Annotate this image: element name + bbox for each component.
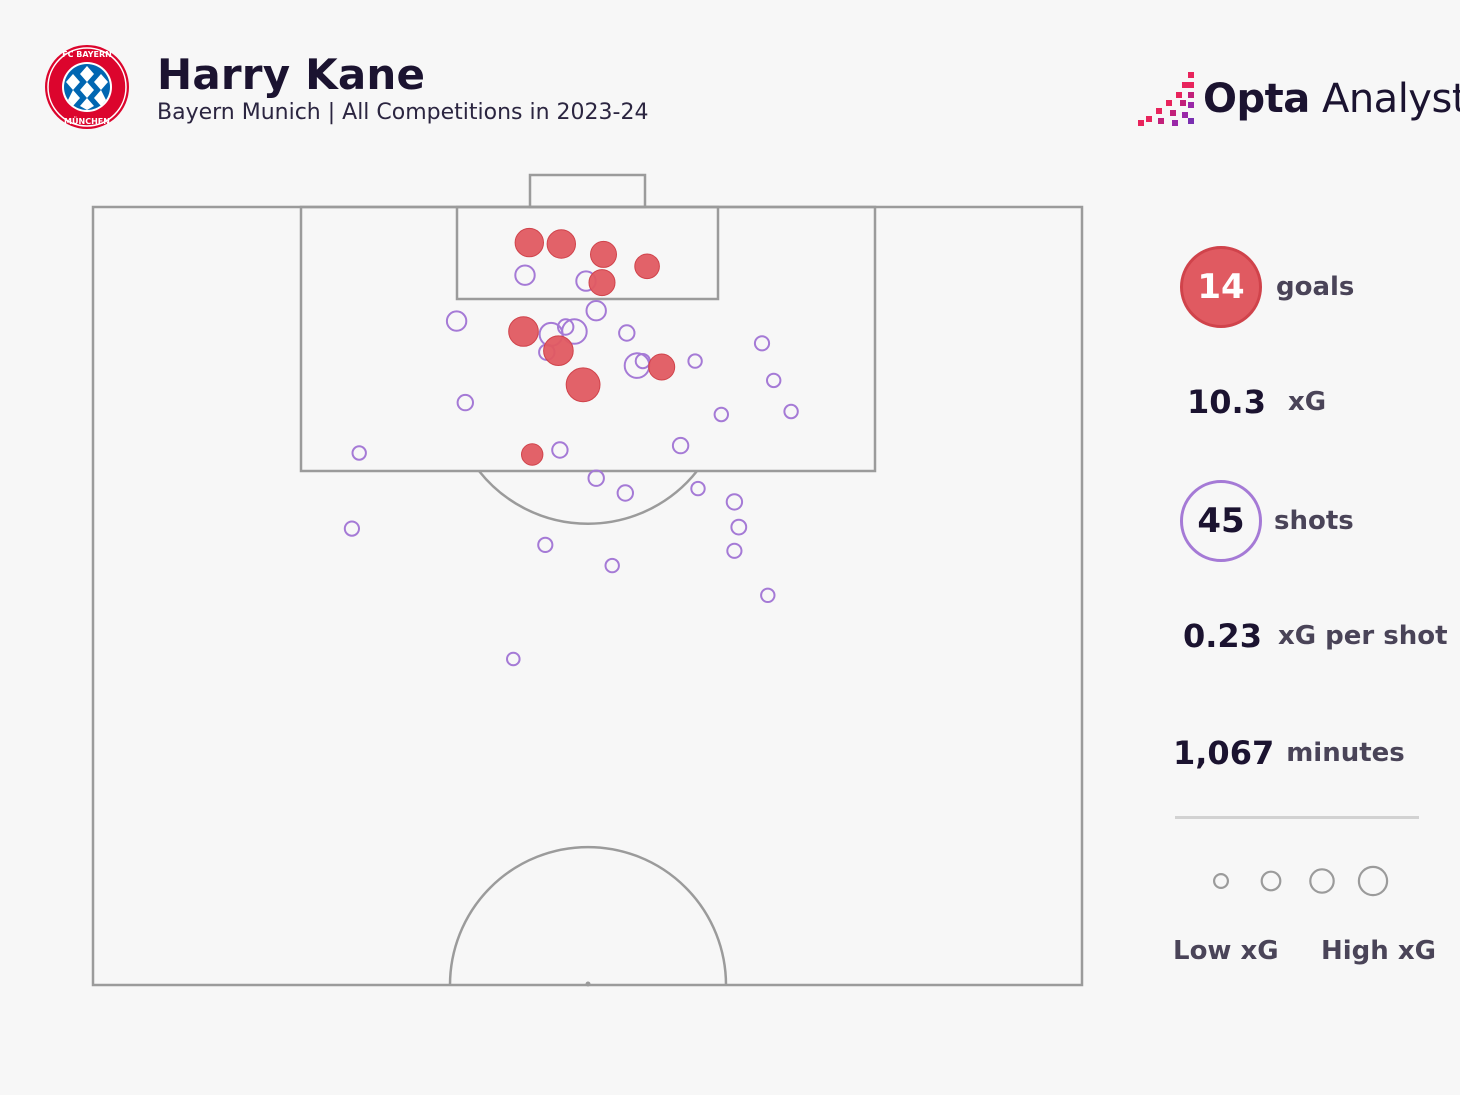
minutes-label: minutes — [1286, 738, 1405, 768]
goal-point-0 — [514, 227, 544, 258]
stat-xg: 10.3 xG — [1187, 383, 1326, 421]
shot-point-13 — [766, 372, 782, 389]
shot-point-28 — [760, 587, 776, 603]
opta-logo-icon — [1138, 72, 1194, 126]
stat-minutes: 1,067 minutes — [1173, 734, 1405, 772]
shot-point-11 — [687, 353, 703, 369]
shot-point-14 — [456, 393, 474, 412]
goal-point-1 — [546, 229, 576, 259]
player-name: Harry Kane — [157, 50, 426, 99]
legend-circle-3 — [1357, 865, 1389, 897]
shot-point-30 — [783, 403, 799, 420]
shot-point-2 — [445, 310, 468, 332]
xg-per-shot-label: xG per shot — [1277, 621, 1448, 651]
minutes-value: 1,067 — [1173, 734, 1275, 772]
shot-point-19 — [587, 469, 605, 487]
goal-point-5 — [508, 316, 539, 347]
svg-text:FC BAYERN: FC BAYERN — [62, 50, 112, 59]
xg-size-legend — [1213, 865, 1389, 897]
shot-point-24 — [730, 518, 748, 536]
shot-point-18 — [671, 436, 690, 455]
legend-circle-0 — [1213, 873, 1230, 890]
goal-point-6 — [543, 335, 574, 367]
stat-xg-per-shot: 0.23 xG per shot — [1183, 617, 1448, 655]
goal-point-7 — [648, 353, 676, 381]
shots-label: shots — [1274, 506, 1354, 536]
shot-point-23 — [343, 520, 360, 537]
shot-point-25 — [537, 536, 554, 554]
goals-count: 14 — [1180, 246, 1262, 328]
goal-point-2 — [590, 240, 617, 268]
shot-point-6 — [557, 318, 575, 336]
goal-point-9 — [521, 443, 544, 466]
shots-layer — [343, 264, 799, 667]
xg-label: xG — [1287, 387, 1327, 417]
goal-point-4 — [588, 269, 616, 297]
bayern-munich-badge: FC BAYERN MÜNCHEN — [45, 45, 129, 129]
shot-point-15 — [713, 406, 729, 423]
shot-point-12 — [753, 335, 771, 352]
center-circle — [448, 845, 728, 986]
shot-point-21 — [690, 480, 706, 497]
legend-circle-1 — [1260, 870, 1282, 892]
shot-point-27 — [604, 557, 620, 574]
goals-label: goals — [1276, 272, 1355, 302]
center-spot — [585, 981, 591, 987]
svg-text:MÜNCHEN: MÜNCHEN — [64, 116, 110, 126]
legend-high-xg: High xG — [1321, 936, 1436, 966]
legend-circle-2 — [1309, 868, 1335, 894]
goal-point-8 — [565, 367, 601, 403]
shot-point-5 — [585, 300, 607, 322]
shot-point-7 — [618, 324, 636, 342]
six-yard-box — [455, 205, 720, 301]
shot-point-4 — [561, 318, 588, 345]
shot-point-22 — [725, 493, 744, 511]
goals-layer — [508, 227, 676, 466]
shot-point-29 — [506, 651, 521, 667]
penalty-area — [299, 205, 877, 473]
subtitle: Bayern Munich | All Competitions in 2023… — [157, 100, 649, 125]
shot-point-0 — [514, 264, 536, 286]
shot-point-16 — [351, 445, 367, 461]
stat-goals: 14 goals — [1180, 246, 1354, 328]
goal — [528, 173, 647, 209]
divider — [1175, 816, 1419, 819]
pitch-outline — [91, 205, 1084, 987]
goal-point-3 — [634, 253, 660, 280]
shots-count: 45 — [1180, 480, 1262, 562]
shot-point-20 — [616, 484, 634, 502]
opta-analyst-wordmark: Opta Analyst — [1203, 76, 1460, 122]
stat-shots: 45 shots — [1180, 480, 1354, 562]
penalty-arc — [478, 470, 698, 525]
shot-point-17 — [551, 441, 569, 459]
legend-low-xg: Low xG — [1173, 936, 1279, 966]
xg-per-shot-value: 0.23 — [1183, 617, 1262, 655]
xg-value: 10.3 — [1187, 383, 1266, 421]
shot-point-26 — [726, 542, 743, 559]
